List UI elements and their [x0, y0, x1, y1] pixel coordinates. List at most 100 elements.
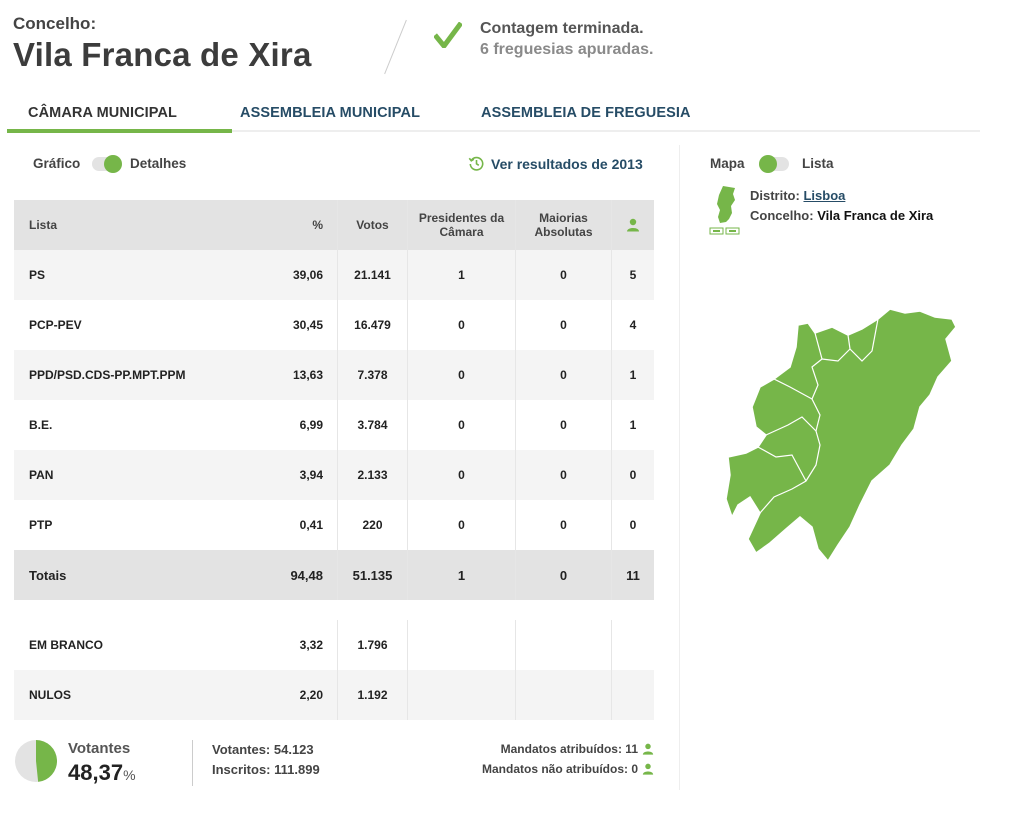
tab-assembleia-municipal[interactable]: ASSEMBLEIA MUNICIPAL — [240, 105, 421, 121]
cell-votos: 2.133 — [338, 450, 408, 500]
count-status: Contagem terminada. — [480, 20, 644, 37]
view-toggle[interactable] — [92, 155, 122, 173]
tabs-baseline — [7, 130, 980, 132]
table-row: PPD/PSD.CDS-PP.MPT.PPM 13,63 7.378 0 0 1 — [14, 350, 654, 400]
cell-maiorias: 0 — [516, 500, 612, 550]
parish-boundary — [773, 378, 813, 400]
cell-maiorias: 0 — [516, 450, 612, 500]
toggle-label-grafico: Gráfico — [33, 156, 81, 171]
cell-lista: Totais — [29, 567, 67, 583]
county-shape — [725, 308, 957, 563]
cell-lista: PAN — [29, 468, 54, 482]
portugal-mini-map-icon[interactable] — [709, 186, 741, 236]
header-lista: Lista — [29, 218, 58, 232]
cell-mandatos: 0 — [629, 518, 637, 532]
toggle-label-lista: Lista — [802, 156, 834, 171]
parish-boundary — [757, 446, 807, 482]
cell-empty — [612, 670, 654, 720]
header-maiorias: Maiorias Absolutas — [516, 200, 612, 250]
cell-maiorias: 0 — [516, 300, 612, 350]
cell-votos: 7.378 — [338, 350, 408, 400]
district-link[interactable]: Lisboa — [803, 188, 846, 203]
cell-empty — [516, 620, 612, 670]
votantes-count: Votantes: 54.123 — [212, 742, 314, 757]
percent-sign: % — [123, 767, 136, 783]
cell-lista: PPD/PSD.CDS-PP.MPT.PPM — [29, 368, 186, 382]
cell-presidentes: 0 — [408, 450, 516, 500]
page-title: Vila Franca de Xira — [13, 36, 312, 73]
table-totals-row: Totais 94,48 51.135 1 0 11 — [14, 550, 654, 600]
cell-votos: 1.796 — [338, 620, 408, 670]
person-icon — [627, 218, 639, 232]
cell-presidentes: 0 — [408, 350, 516, 400]
cell-pct: 3,32 — [254, 620, 338, 670]
toggle-knob — [104, 155, 122, 173]
cell-presidentes: 1 — [408, 550, 516, 600]
cell-votos: 1.192 — [338, 670, 408, 720]
cell-lista: B.E. — [29, 418, 53, 432]
person-icon — [642, 743, 654, 755]
inscritos-count: Inscritos: 111.899 — [212, 762, 320, 777]
cell-votos: 21.141 — [338, 250, 408, 300]
map-toggle[interactable] — [759, 155, 789, 173]
header-presidentes: Presidentes da Câmara — [408, 200, 516, 250]
cell-votos: 51.135 — [338, 550, 408, 600]
cell-empty — [408, 620, 516, 670]
table-row: PCP-PEV 30,45 16.479 0 0 4 — [14, 300, 654, 350]
district-label: Distrito: — [750, 188, 800, 203]
cell-mandatos: 4 — [629, 318, 637, 332]
table-row-extra: EM BRANCO 3,32 1.796 — [14, 620, 654, 670]
cell-empty — [408, 670, 516, 720]
parish-boundary — [821, 348, 851, 362]
previous-results-link[interactable]: Ver resultados de 2013 — [468, 155, 643, 172]
cell-pct: 13,63 — [254, 350, 338, 400]
district-row: Distrito: Lisboa — [750, 188, 845, 203]
cell-votos: 16.479 — [338, 300, 408, 350]
cell-votos: 3.784 — [338, 400, 408, 450]
mandatos-nao-atribuidos: Mandatos não atribuídos: 0 — [482, 762, 654, 776]
cell-maiorias: 0 — [516, 250, 612, 300]
history-icon — [468, 156, 484, 171]
cell-mandatos: 5 — [629, 268, 637, 282]
parishes-counted: 6 freguesias apuradas. — [480, 41, 654, 58]
county-label: Concelho: — [13, 14, 97, 33]
turnout-label: Votantes — [68, 740, 131, 757]
county-label-right: Concelho: — [750, 208, 814, 223]
cell-pct: 3,94 — [254, 450, 338, 500]
cell-mandatos: 0 — [629, 468, 637, 482]
cell-maiorias: 0 — [516, 550, 612, 600]
cell-maiorias: 0 — [516, 350, 612, 400]
table-row: PTP 0,41 220 0 0 0 — [14, 500, 654, 550]
toggle-knob — [759, 155, 777, 173]
toggle-label-detalhes: Detalhes — [130, 156, 187, 171]
cell-maiorias: 0 — [516, 400, 612, 450]
cell-mandatos: 1 — [629, 418, 637, 432]
turnout-value: 48,37 — [68, 760, 124, 785]
header-votos: Votos — [338, 200, 408, 250]
cell-pct: 0,41 — [254, 500, 338, 550]
mandatos-nao-atribuidos-label: Mandatos não atribuídos: 0 — [481, 762, 638, 776]
cell-presidentes: 0 — [408, 300, 516, 350]
cell-pct: 30,45 — [254, 300, 338, 350]
header-pct: % — [254, 200, 338, 250]
cell-presidentes: 1 — [408, 250, 516, 300]
active-tab-indicator — [7, 129, 232, 133]
header-mandatos — [612, 200, 654, 250]
previous-results-label: Ver resultados de 2013 — [491, 155, 643, 172]
cell-presidentes: 0 — [408, 400, 516, 450]
cell-votos: 220 — [338, 500, 408, 550]
cell-pct: 94,48 — [254, 550, 338, 600]
table-row: PAN 3,94 2.133 0 0 0 — [14, 450, 654, 500]
tab-camara-municipal[interactable]: CÂMARA MUNICIPAL — [28, 105, 177, 121]
tab-assembleia-freguesia[interactable]: ASSEMBLEIA DE FREGUESIA — [481, 105, 691, 121]
column-divider — [679, 145, 680, 790]
cell-pct: 39,06 — [254, 250, 338, 300]
table-header-row: Lista % Votos Presidentes da Câmara Maio… — [14, 200, 654, 250]
mandatos-atribuidos-label: Mandatos atribuídos: 11 — [500, 742, 638, 756]
parish-boundary — [847, 318, 879, 362]
turnout-percent: 48,37% — [68, 760, 136, 786]
cell-mandatos: 1 — [629, 368, 637, 382]
cell-empty — [612, 620, 654, 670]
table-row: PS 39,06 21.141 1 0 5 — [14, 250, 654, 300]
county-map[interactable] — [720, 305, 965, 570]
